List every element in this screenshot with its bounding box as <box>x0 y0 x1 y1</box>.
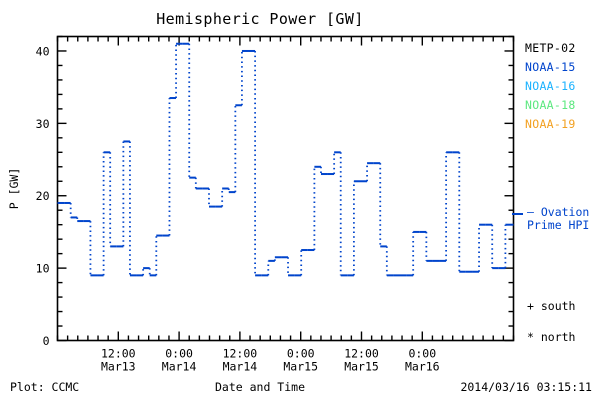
legend-ovation-prime-hpi: — Ovation Prime HPI <box>527 206 589 232</box>
page-title: Hemispheric Power [GW] <box>156 10 364 28</box>
legend-marker-south: + south <box>527 299 576 313</box>
svg-text:Mar15: Mar15 <box>283 360 318 374</box>
svg-text:P [GW]: P [GW] <box>7 168 21 210</box>
legend-item-noaa-15: NOAA-15 <box>525 60 576 74</box>
svg-text:Mar16: Mar16 <box>405 360 440 374</box>
svg-text:12:00: 12:00 <box>344 347 379 361</box>
legend-item-metp-02: METP-02 <box>525 41 576 55</box>
svg-text:Mar14: Mar14 <box>162 360 197 374</box>
svg-text:10: 10 <box>36 262 50 276</box>
svg-text:12:00: 12:00 <box>223 347 258 361</box>
svg-text:0: 0 <box>43 334 50 348</box>
svg-text:0:00: 0:00 <box>287 347 315 361</box>
legend-satellites: METP-02 NOAA-15 NOAA-16 NOAA-18 NOAA-19 <box>525 41 576 136</box>
legend-item-noaa-19: NOAA-19 <box>525 117 576 131</box>
data-series-group <box>57 42 514 277</box>
y-axis-label: P [GW] <box>7 168 21 210</box>
footer-timestamp: 2014/03/16 03:15:11 <box>460 380 592 394</box>
legend-marker-north: * north <box>527 330 576 344</box>
axis-tick-labels: 01020304012:00Mar130:00Mar1412:00Mar140:… <box>36 44 440 373</box>
footer-plot-source: Plot: CCMC <box>10 380 80 394</box>
svg-text:0:00: 0:00 <box>165 347 193 361</box>
svg-text:40: 40 <box>36 44 50 58</box>
svg-text:12:00: 12:00 <box>101 347 136 361</box>
svg-text:20: 20 <box>36 189 50 203</box>
series-noaa-15 <box>57 42 514 277</box>
svg-text:Mar15: Mar15 <box>344 360 379 374</box>
svg-text:30: 30 <box>36 117 50 131</box>
svg-text:Mar14: Mar14 <box>223 360 258 374</box>
legend-ovation-line1: — Ovation <box>527 205 590 219</box>
ovation-line-swatch <box>512 213 523 215</box>
svg-text:Mar13: Mar13 <box>101 360 136 374</box>
legend-ovation-line2: Prime HPI <box>527 218 590 232</box>
svg-text:0:00: 0:00 <box>408 347 436 361</box>
x-axis-label: Date and Time <box>214 380 305 394</box>
legend-item-noaa-18: NOAA-18 <box>525 98 576 112</box>
plot-axes <box>56 35 515 342</box>
legend-item-noaa-16: NOAA-16 <box>525 79 576 93</box>
